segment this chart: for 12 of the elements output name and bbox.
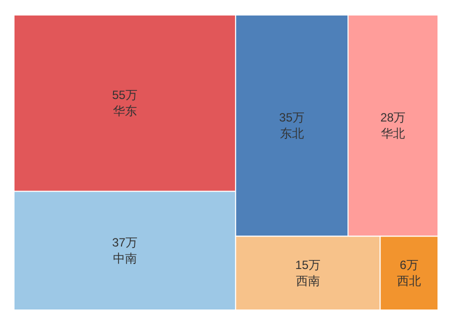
category-label: 西南 (296, 274, 320, 288)
data-label: 37万 (112, 236, 138, 250)
category-label: 西北 (397, 274, 422, 288)
data-label: 55万 (112, 88, 138, 102)
data-label: 15万 (295, 258, 321, 272)
category-label: 东北 (280, 126, 304, 141)
category-label: 华东 (112, 104, 137, 118)
category-label: 中南 (112, 252, 137, 266)
data-label: 28万 (380, 110, 406, 125)
category-label: 华北 (381, 126, 406, 141)
data-label: 6万 (400, 258, 418, 272)
data-label: 35万 (279, 110, 305, 125)
